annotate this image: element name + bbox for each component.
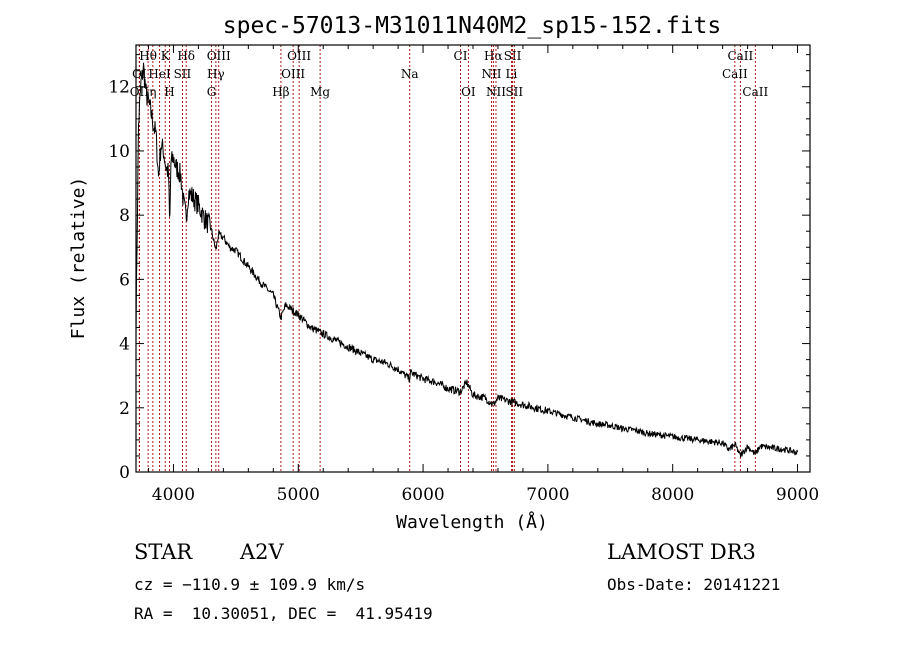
- y-tick-label: 4: [119, 335, 130, 355]
- y-tick-label: 6: [119, 270, 130, 290]
- line-label-25: NII: [486, 85, 506, 99]
- line-label-18: OII: [130, 85, 150, 99]
- y-axis-label: Flux (relative): [68, 177, 89, 340]
- line-label-12: Hγ: [207, 67, 225, 81]
- line-label-26: SII: [505, 85, 523, 99]
- y-tick-label: 12: [108, 78, 130, 98]
- line-label-4: OIII: [287, 49, 311, 63]
- line-label-2: Hδ: [177, 49, 195, 63]
- x-tick-label: 5000: [277, 485, 320, 505]
- chart-title: spec-57013-M31011N40M2_sp15-152.fits: [223, 13, 722, 39]
- line-label-23: Mg: [310, 85, 330, 99]
- line-label-13: OIII: [281, 67, 305, 81]
- x-tick-label: 4000: [152, 485, 195, 505]
- line-label-22: Hβ: [272, 85, 289, 99]
- line-label-11: SII: [174, 67, 192, 81]
- line-label-1: K: [161, 49, 171, 63]
- spectrum-series-line: [135, 62, 798, 458]
- y-tick-label: 0: [119, 463, 130, 483]
- x-tick-label: 9000: [776, 485, 819, 505]
- line-label-7: SII: [504, 49, 522, 63]
- line-label-20: H: [164, 85, 174, 99]
- y-tick-label: 8: [119, 206, 130, 226]
- line-label-15: NII: [481, 67, 501, 81]
- line-label-3: OIII: [207, 49, 231, 63]
- line-label-16: Li: [506, 67, 518, 81]
- x-tick-label: 6000: [401, 485, 444, 505]
- line-label-5: CI: [454, 49, 468, 63]
- line-label-0: Hθ: [139, 49, 157, 63]
- line-label-6: Hα: [484, 49, 503, 63]
- line-label-10: HeI: [148, 67, 171, 81]
- line-label-21: G: [207, 85, 217, 99]
- plot-frame: [135, 44, 811, 473]
- y-tick-label: 2: [119, 399, 130, 419]
- object-class: STAR: [134, 540, 193, 564]
- line-label-17: CaII: [722, 67, 748, 81]
- coordinates: RA = 10.30051, DEC = 41.95419: [134, 604, 433, 623]
- line-label-24: OI: [461, 85, 476, 99]
- x-tick-label: 8000: [651, 485, 694, 505]
- axis-ticks: 4000 5000 6000 7000 8000 9000 0 2 4 6 8 10 12: [108, 45, 819, 505]
- x-tick-label: 7000: [526, 485, 569, 505]
- line-label-19: η: [149, 85, 156, 99]
- line-label-27: CaII: [742, 85, 768, 99]
- line-label-14: Na: [401, 67, 419, 81]
- line-label-8: CaII: [727, 49, 753, 63]
- y-tick-label: 10: [108, 142, 130, 162]
- object-subclass: A2V: [240, 540, 284, 564]
- observation-date: Obs-Date: 20141221: [607, 575, 781, 594]
- redshift-velocity: cz = −110.9 ± 109.9 km/s: [134, 575, 366, 594]
- survey-name: LAMOST DR3: [607, 540, 756, 564]
- x-axis-label: Wavelength (Å): [396, 511, 548, 533]
